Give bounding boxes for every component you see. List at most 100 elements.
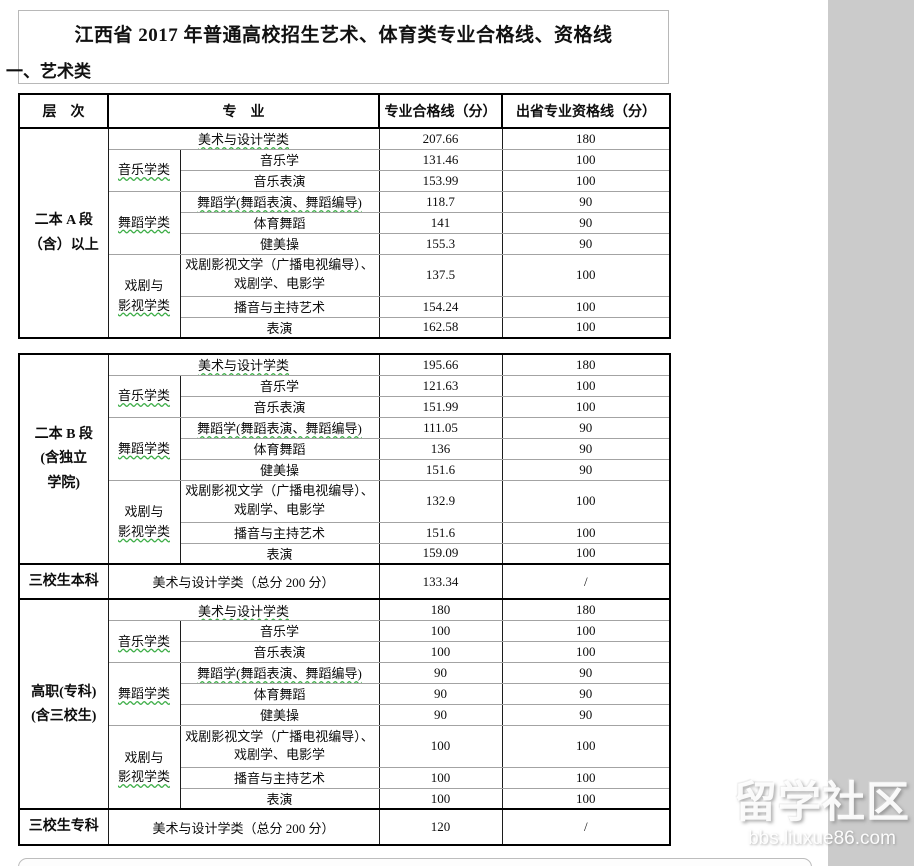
out-of-province-cell: 90 — [501, 190, 671, 213]
major-cell: 舞蹈学(舞蹈表演、舞蹈编导) — [179, 190, 380, 213]
document-content: 江西省 2017 年普通高校招生艺术、体育类专业合格线、资格线 一、艺术类 层 … — [6, 10, 672, 846]
out-of-province-cell: 90 — [501, 458, 671, 481]
score-cell: 100 — [378, 766, 503, 789]
score-cell: 151.6 — [378, 521, 503, 544]
title-box: 江西省 2017 年普通高校招生艺术、体育类专业合格线、资格线 一、艺术类 — [6, 10, 669, 84]
table-row: 音乐学类 音乐学 131.46 100 — [19, 148, 671, 192]
out-of-province-cell: 180 — [501, 353, 671, 376]
table-row: 二本 A 段（含）以上 美术与设计学类 207.66 180 — [18, 127, 671, 339]
column-header: 专业合格线（分） — [378, 93, 503, 129]
score-cell: 121.63 — [378, 374, 503, 397]
score-cell: 120 — [378, 808, 503, 846]
major-cell: 表演 — [179, 542, 380, 565]
major-cell: 戏剧影视文学（广播电视编导）、戏剧学、电影学 — [179, 724, 380, 768]
out-of-province-cell: 100 — [501, 374, 671, 397]
score-cell: 111.05 — [378, 416, 503, 439]
score-cell: 162.58 — [378, 316, 503, 339]
table-row: 音乐表演 151.99 100 — [19, 395, 671, 418]
page-title: 江西省 2017 年普通高校招生艺术、体育类专业合格线、资格线 — [74, 25, 613, 46]
group-cell: 舞蹈学类 — [107, 661, 181, 726]
out-of-province-cell: 100 — [501, 619, 671, 642]
table-row: 表演 100 100 — [19, 787, 671, 810]
group-cell: 戏剧与 影视学类 — [107, 479, 181, 565]
score-cell: 207.66 — [378, 127, 503, 150]
major-cell: 音乐表演 — [179, 169, 380, 192]
out-of-province-cell: 90 — [501, 232, 671, 255]
column-header: 层 次 — [18, 93, 109, 129]
out-of-province-cell: 100 — [501, 479, 671, 523]
major-cell: 播音与主持艺术 — [179, 295, 380, 318]
score-cell: 137.5 — [378, 253, 503, 297]
out-of-province-cell: 100 — [501, 253, 671, 297]
level-cell: 高职(专科) (含三校生) — [18, 598, 109, 810]
major-cell: 舞蹈学(舞蹈表演、舞蹈编导) — [179, 661, 380, 684]
level-cell: 三校生专科 — [18, 808, 109, 846]
score-cell: 151.99 — [378, 395, 503, 418]
out-of-province-cell: 100 — [501, 295, 671, 318]
out-of-province-cell: 100 — [501, 640, 671, 663]
table-row: 三校生本科 美术与设计学类（总分 200 分） 133.34/ — [18, 562, 671, 600]
score-cell: 100 — [378, 619, 503, 642]
out-of-province-cell: 100 — [501, 787, 671, 810]
major-cell: 美术与设计学类 — [107, 353, 380, 376]
column-header: 专 业 — [107, 93, 380, 129]
score-table-part-2: 二本 B 段 (含独立 学院) 美术与设计学类 195.66 180 音乐学类 音乐学 121.… — [18, 353, 672, 846]
header-row: 层 次专 业专业合格线（分） 出省专业资格线（分） — [18, 93, 671, 129]
level-cell: 三校生本科 — [18, 562, 109, 600]
out-of-province-cell: 100 — [501, 724, 671, 768]
score-cell: 90 — [378, 661, 503, 684]
table-row: 播音与主持艺术 151.6 100 — [19, 521, 671, 544]
major-cell: 音乐学 — [179, 619, 380, 642]
out-of-province-cell: 90 — [501, 437, 671, 460]
table-row: 音乐学类 音乐学 100 100 — [19, 619, 671, 663]
column-header: 出省专业资格线（分） — [501, 93, 671, 129]
score-cell: 131.46 — [378, 148, 503, 171]
out-of-province-cell: / — [501, 562, 671, 600]
major-cell: 舞蹈学(舞蹈表演、舞蹈编导) — [179, 416, 380, 439]
group-cell: 音乐学类 — [107, 374, 181, 418]
score-cell: 155.3 — [378, 232, 503, 255]
out-of-province-cell: / — [501, 808, 671, 846]
score-cell: 141 — [378, 211, 503, 234]
major-cell: 美术与设计学类 — [107, 598, 380, 621]
out-of-province-cell: 100 — [501, 766, 671, 789]
major-cell: 戏剧影视文学（广播电视编导）、戏剧学、电影学 — [179, 253, 380, 297]
out-of-province-cell: 100 — [501, 542, 671, 565]
table-row: 二本 B 段 (含独立 学院) 美术与设计学类 195.66 180 — [18, 353, 671, 565]
score-cell: 159.09 — [378, 542, 503, 565]
table-row: 播音与主持艺术 154.24 100 — [19, 295, 671, 318]
major-cell: 播音与主持艺术 — [179, 521, 380, 544]
major-cell: 音乐表演 — [179, 395, 380, 418]
table-row: 体育舞蹈 136 90 — [19, 437, 671, 460]
out-of-province-cell: 180 — [501, 127, 671, 150]
score-cell: 154.24 — [378, 295, 503, 318]
table-row: 舞蹈学类 舞蹈学(舞蹈表演、舞蹈编导) 118.7 90 — [19, 190, 671, 255]
out-of-province-cell: 100 — [501, 395, 671, 418]
level-cell: 二本 B 段 (含独立 学院) — [18, 353, 109, 565]
table-row: 音乐学类 音乐学 121.63 100 — [19, 374, 671, 418]
group-cell: 戏剧与 影视学类 — [107, 724, 181, 810]
major-cell: 健美操 — [179, 232, 380, 255]
out-of-province-cell: 90 — [501, 661, 671, 684]
section-heading: 一、艺术类 — [6, 62, 91, 81]
out-of-province-cell: 180 — [501, 598, 671, 621]
table-row: 健美操 90 90 — [19, 703, 671, 726]
major-cell: 音乐学 — [179, 374, 380, 397]
score-cell: 100 — [378, 640, 503, 663]
score-cell: 132.9 — [378, 479, 503, 523]
score-cell: 118.7 — [378, 190, 503, 213]
major-cell: 音乐表演 — [179, 640, 380, 663]
side-strip — [828, 0, 914, 866]
table-row: 戏剧与 影视学类 戏剧影视文学（广播电视编导）、戏剧学、电影学 132.9 100 — [19, 479, 671, 565]
table-row: 舞蹈学类 舞蹈学(舞蹈表演、舞蹈编导) 111.05 90 — [19, 416, 671, 481]
score-cell: 151.6 — [378, 458, 503, 481]
out-of-province-cell: 100 — [501, 521, 671, 544]
score-cell: 100 — [378, 724, 503, 768]
table-row: 体育舞蹈 90 90 — [19, 682, 671, 705]
major-cell: 美术与设计学类（总分 200 分） — [107, 808, 380, 846]
group-cell: 舞蹈学类 — [107, 190, 181, 255]
score-cell: 195.66 — [378, 353, 503, 376]
major-cell: 戏剧影视文学（广播电视编导）、戏剧学、电影学 — [179, 479, 380, 523]
score-table-part-1: 层 次专 业专业合格线（分） 出省专业资格线（分） 二本 A 段（含）以上 美术与设计… — [18, 93, 671, 339]
